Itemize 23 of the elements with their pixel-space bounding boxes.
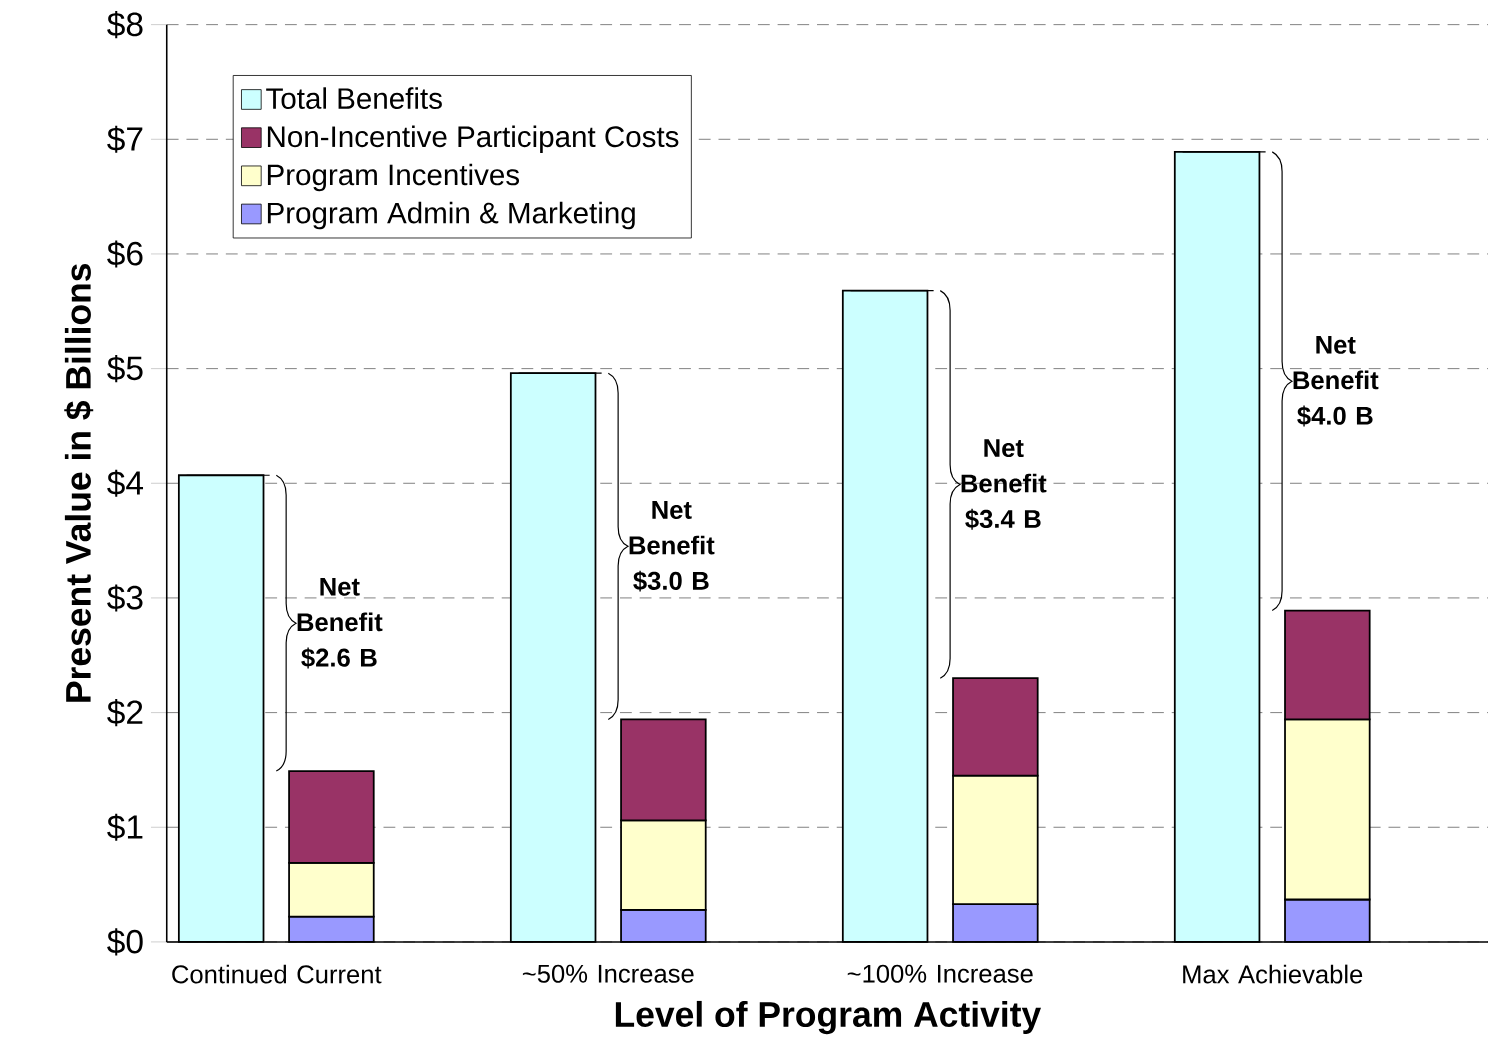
y-tick-label: $6 [107, 240, 143, 268]
legend-label: Non-Incentive Participant Costs [267, 125, 679, 153]
y-tick-label: $5 [107, 354, 143, 382]
y-tick-label: $0 [107, 928, 143, 956]
annotation: Net Benefit $3.4 B [961, 439, 1047, 530]
x-axis-title: Level of Program Activity [615, 1000, 1042, 1034]
y-tick-label: $8 [107, 10, 143, 39]
y-tick-label: $7 [107, 125, 143, 153]
y-tick-label: $3 [107, 584, 143, 612]
y-tick-label: $1 [107, 813, 143, 841]
x-tick-label: Max Achievable [1183, 964, 1363, 984]
y-tick-label: $2 [107, 698, 143, 726]
y-axis-title: Present Value in $ Billions [64, 263, 94, 702]
legend-label: Program Incentives [267, 163, 520, 191]
x-tick-label: Continued Current [172, 964, 382, 984]
annotation: Net Benefit $2.6 B [297, 577, 383, 669]
x-tick-label: ~50% Increase [522, 964, 694, 983]
legend-label: Program Admin & Marketing [267, 201, 635, 230]
annotation: Net Benefit $3.0 B [629, 500, 715, 592]
annotation: Net Benefit $4.0 B [1293, 335, 1379, 427]
x-tick-label: ~100% Increase [847, 964, 1033, 983]
legend-label: Total Benefits [266, 87, 442, 109]
y-tick-label: $4 [107, 469, 144, 497]
